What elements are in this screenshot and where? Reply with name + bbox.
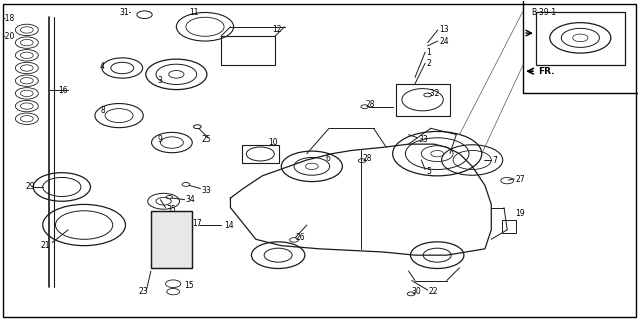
Text: 17: 17 xyxy=(192,219,202,228)
Text: 23: 23 xyxy=(138,287,148,296)
Text: 28: 28 xyxy=(366,100,375,109)
Text: 16: 16 xyxy=(59,86,68,95)
Text: 5: 5 xyxy=(426,167,431,176)
Text: 22: 22 xyxy=(429,287,438,296)
Text: 31-: 31- xyxy=(119,8,132,17)
Bar xyxy=(221,36,275,65)
Text: 12: 12 xyxy=(272,25,281,35)
Text: 27: 27 xyxy=(516,174,525,184)
Text: 10: 10 xyxy=(268,138,278,147)
Text: 33: 33 xyxy=(418,135,428,144)
Text: 6: 6 xyxy=(326,154,331,163)
Text: 3: 3 xyxy=(157,76,162,85)
Text: 21: 21 xyxy=(41,241,50,250)
Bar xyxy=(151,211,192,268)
Text: 8: 8 xyxy=(100,106,105,115)
Bar xyxy=(396,84,450,116)
Text: 29: 29 xyxy=(26,182,35,191)
Text: 34: 34 xyxy=(186,195,196,204)
Text: -32: -32 xyxy=(427,89,440,98)
Text: 2: 2 xyxy=(426,59,431,68)
Text: 24: 24 xyxy=(439,36,449,45)
Text: 4: 4 xyxy=(100,62,105,71)
Text: 19: 19 xyxy=(516,209,525,219)
Text: 30: 30 xyxy=(412,287,422,296)
Text: 35: 35 xyxy=(167,205,176,214)
Text: 28: 28 xyxy=(363,154,373,163)
Text: 33: 33 xyxy=(202,186,212,195)
Bar xyxy=(502,220,516,233)
Text: 1: 1 xyxy=(426,48,431,57)
Bar xyxy=(242,145,279,163)
Text: B-39-1: B-39-1 xyxy=(532,8,557,17)
Bar xyxy=(536,12,625,65)
Text: -20: -20 xyxy=(3,32,15,41)
Text: 9: 9 xyxy=(157,135,162,144)
Bar xyxy=(151,211,192,268)
Text: 11: 11 xyxy=(189,8,199,17)
Text: 26: 26 xyxy=(295,233,305,242)
Text: FR.: FR. xyxy=(538,67,554,76)
Text: 13: 13 xyxy=(439,25,449,35)
Text: -18: -18 xyxy=(3,14,15,23)
Text: 14: 14 xyxy=(224,220,234,229)
Text: 15: 15 xyxy=(185,281,194,290)
Text: 25: 25 xyxy=(202,135,212,144)
Text: 7: 7 xyxy=(493,156,497,164)
